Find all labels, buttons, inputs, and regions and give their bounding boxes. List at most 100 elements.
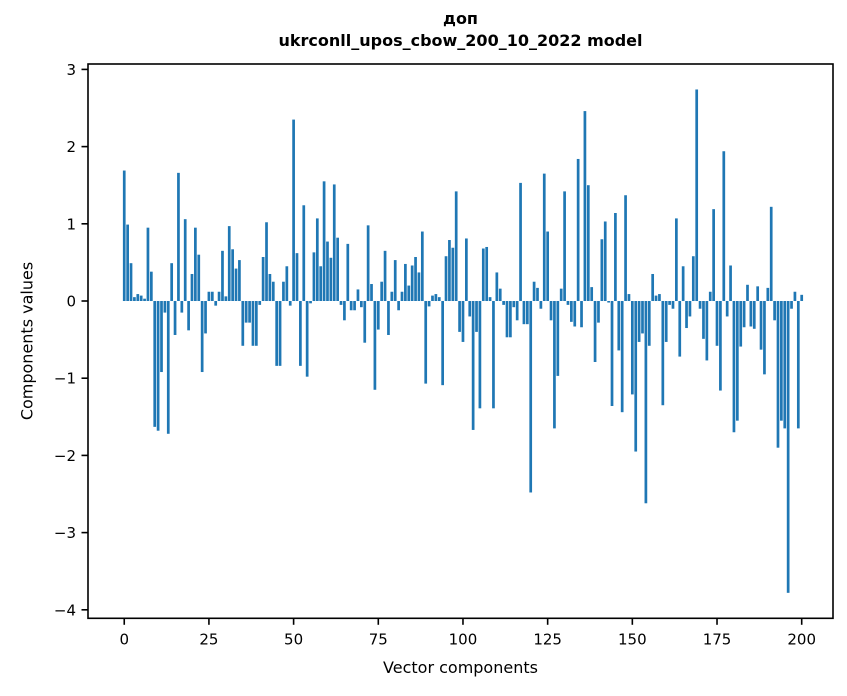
bar-163 <box>675 218 678 301</box>
bar-43 <box>268 273 272 302</box>
bar-10 <box>156 301 160 431</box>
bar-173 <box>708 291 712 301</box>
bar-152 <box>637 301 641 342</box>
bar-46 <box>278 301 282 366</box>
bar-31 <box>227 226 231 301</box>
bar-21 <box>194 227 197 302</box>
x-tick-label-200: 200 <box>787 630 816 648</box>
bar-19 <box>187 301 190 331</box>
bar-0 <box>122 170 126 302</box>
chart-title-line2: ukrconll_upos_cbow_200_10_2022 model <box>278 31 643 50</box>
bar-123 <box>539 301 543 309</box>
bar-97 <box>451 247 455 302</box>
bar-160 <box>664 301 668 342</box>
bar-99 <box>458 301 461 332</box>
y-tick-label--3: −3 <box>54 524 76 542</box>
bar-16 <box>177 172 180 301</box>
bar-93 <box>437 297 441 302</box>
bar-101 <box>465 238 468 301</box>
bar-73 <box>370 284 373 301</box>
y-tick-label--1: −1 <box>54 370 76 388</box>
bar-200 <box>800 294 804 302</box>
chart-title-line1: доп <box>443 9 478 28</box>
bar-158 <box>658 294 661 302</box>
bar-94 <box>441 301 444 386</box>
bar-13 <box>166 301 170 434</box>
bar-149 <box>627 294 631 302</box>
bar-80 <box>393 260 397 302</box>
bar-96 <box>448 240 451 302</box>
bar-33 <box>234 268 238 301</box>
bar-186 <box>752 301 756 329</box>
bar-178 <box>725 301 729 317</box>
y-tick-label-0: 0 <box>66 293 76 311</box>
bar-170 <box>698 301 702 309</box>
bar-14 <box>170 263 174 302</box>
x-tick-label-0: 0 <box>119 630 129 648</box>
bar-70 <box>360 301 363 308</box>
bar-121 <box>532 281 536 302</box>
bar-32 <box>231 249 234 301</box>
bar-112 <box>502 301 505 305</box>
bar-129 <box>559 288 563 301</box>
bar-22 <box>197 254 201 302</box>
bar-118 <box>522 301 526 325</box>
bar-168 <box>691 256 695 302</box>
bar-34 <box>238 260 241 302</box>
bar-157 <box>654 295 658 301</box>
bar-125 <box>546 231 550 302</box>
bar-30 <box>224 296 228 301</box>
bar-136 <box>583 111 587 301</box>
bar-74 <box>373 301 377 390</box>
bar-86 <box>414 257 417 301</box>
bar-193 <box>776 301 780 448</box>
x-tick-label-25: 25 <box>199 630 218 648</box>
bar-113 <box>505 301 509 338</box>
bar-114 <box>509 301 512 338</box>
bar-57 <box>315 218 319 301</box>
bar-145 <box>614 213 617 302</box>
x-tick-label-100: 100 <box>449 630 478 648</box>
bar-35 <box>241 301 245 346</box>
bar-62 <box>332 184 336 301</box>
bar-11 <box>160 301 163 373</box>
bar-48 <box>285 266 289 302</box>
bar-1 <box>126 224 129 302</box>
x-tick-label-125: 125 <box>533 630 562 648</box>
bar-183 <box>742 301 746 328</box>
bar-5 <box>139 295 143 301</box>
bar-182 <box>739 301 743 347</box>
bar-2 <box>129 263 133 302</box>
bar-72 <box>366 225 370 302</box>
bar-181 <box>735 301 739 421</box>
bar-102 <box>468 301 472 317</box>
bar-85 <box>410 265 414 301</box>
bar-150 <box>630 301 634 395</box>
bar-55 <box>309 301 312 304</box>
bar-20 <box>190 273 194 302</box>
bar-175 <box>715 301 719 346</box>
bar-38 <box>251 301 255 346</box>
x-axis-label: Vector components <box>383 658 538 677</box>
bar-81 <box>397 301 400 311</box>
bar-68 <box>353 301 356 311</box>
bar-90 <box>427 301 431 307</box>
bar-127 <box>553 301 556 429</box>
bar-23 <box>200 301 204 373</box>
bar-137 <box>586 185 590 301</box>
bar-37 <box>248 301 251 323</box>
y-tick-label-1: 1 <box>66 215 76 233</box>
bar-42 <box>265 222 268 301</box>
bar-17 <box>180 301 184 313</box>
bar-76 <box>380 281 384 302</box>
bar-146 <box>617 301 621 351</box>
bar-140 <box>597 301 600 323</box>
bar-159 <box>661 301 665 406</box>
bar-153 <box>641 301 644 334</box>
bar-115 <box>512 301 516 308</box>
bar-188 <box>759 301 763 350</box>
bar-139 <box>593 301 597 362</box>
bar-126 <box>549 301 553 321</box>
bar-111 <box>498 288 502 301</box>
